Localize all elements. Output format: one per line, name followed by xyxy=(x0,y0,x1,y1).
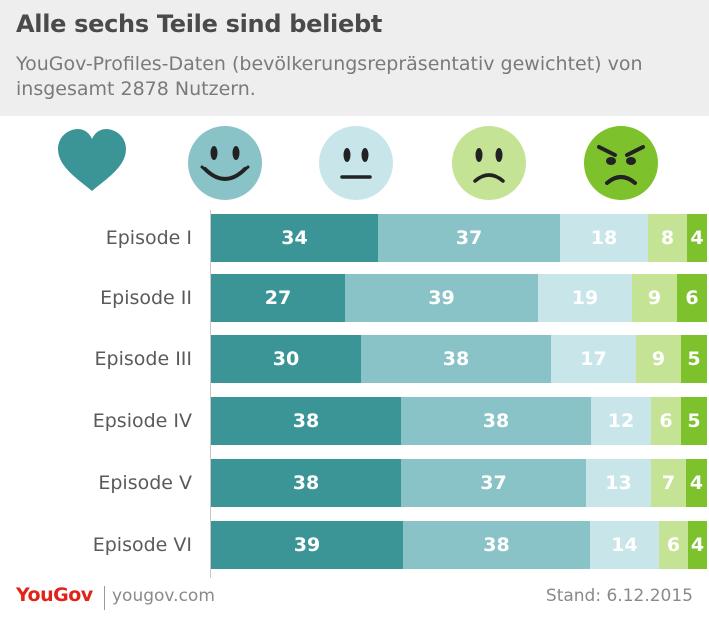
bar-segment: 14 xyxy=(590,521,659,569)
heart-shape xyxy=(58,129,126,191)
header-panel: Alle sechs Teile sind beliebt YouGov-Pro… xyxy=(0,0,709,116)
bar-segment: 6 xyxy=(677,274,707,322)
category-label: Episode II xyxy=(100,287,192,309)
y-axis-line xyxy=(210,210,211,578)
bar-segment: 4 xyxy=(688,521,707,569)
category-label: Episode III xyxy=(94,348,192,370)
category-label: Episode I xyxy=(105,227,192,249)
footer-url[interactable]: yougov.com xyxy=(112,586,215,606)
bar-segment: 19 xyxy=(538,274,632,322)
sad-face-icon xyxy=(451,125,527,201)
bar-segment: 38 xyxy=(361,335,551,383)
bar-row: 38 37 13 7 4 xyxy=(211,459,707,507)
bar-segment: 4 xyxy=(687,214,707,262)
chart-title: Alle sechs Teile sind beliebt xyxy=(16,10,382,38)
category-label: Episode VI xyxy=(92,534,192,556)
bar-row: 38 38 12 6 5 xyxy=(211,397,707,445)
bar-row: 34 37 18 8 4 xyxy=(211,214,707,262)
bar-segment: 7 xyxy=(651,459,686,507)
category-label: Episode V xyxy=(98,472,192,494)
bar-segment: 5 xyxy=(681,335,707,383)
bar-segment: 8 xyxy=(648,214,687,262)
bar-row: 39 38 14 6 4 xyxy=(211,521,707,569)
bar-segment: 39 xyxy=(211,521,403,569)
heart-icon xyxy=(54,125,130,201)
bar-segment: 13 xyxy=(586,459,651,507)
bar-segment: 9 xyxy=(636,335,681,383)
bar-segment: 4 xyxy=(686,459,707,507)
bar-row: 30 38 17 9 5 xyxy=(211,335,707,383)
bar-segment: 34 xyxy=(211,214,378,262)
category-label: Epsiode IV xyxy=(92,410,192,432)
bar-segment: 30 xyxy=(211,335,361,383)
angry-face-icon xyxy=(583,125,659,201)
bar-segment: 38 xyxy=(401,397,591,445)
bar-segment: 9 xyxy=(632,274,677,322)
neutral-face-icon xyxy=(318,125,394,201)
bar-segment: 6 xyxy=(651,397,681,445)
bar-segment: 27 xyxy=(211,274,345,322)
bar-segment: 37 xyxy=(401,459,586,507)
bar-segment: 38 xyxy=(211,397,401,445)
chart-subtitle: YouGov-Profiles-Daten (bevölkerungsreprä… xyxy=(16,53,643,100)
bar-segment: 17 xyxy=(551,335,636,383)
bar-segment: 39 xyxy=(345,274,538,322)
yougov-logo: YouGov xyxy=(16,584,93,606)
bar-segment: 5 xyxy=(681,397,707,445)
bar-segment: 12 xyxy=(591,397,651,445)
footer-date: Stand: 6.12.2015 xyxy=(545,586,693,606)
very-happy-face-icon xyxy=(187,125,263,201)
bar-row: 27 39 19 9 6 xyxy=(211,274,707,322)
bar-segment: 38 xyxy=(211,459,401,507)
bar-segment: 18 xyxy=(560,214,648,262)
footer-divider xyxy=(104,586,105,610)
bar-segment: 37 xyxy=(378,214,560,262)
bar-segment: 6 xyxy=(659,521,688,569)
bar-segment: 38 xyxy=(403,521,590,569)
